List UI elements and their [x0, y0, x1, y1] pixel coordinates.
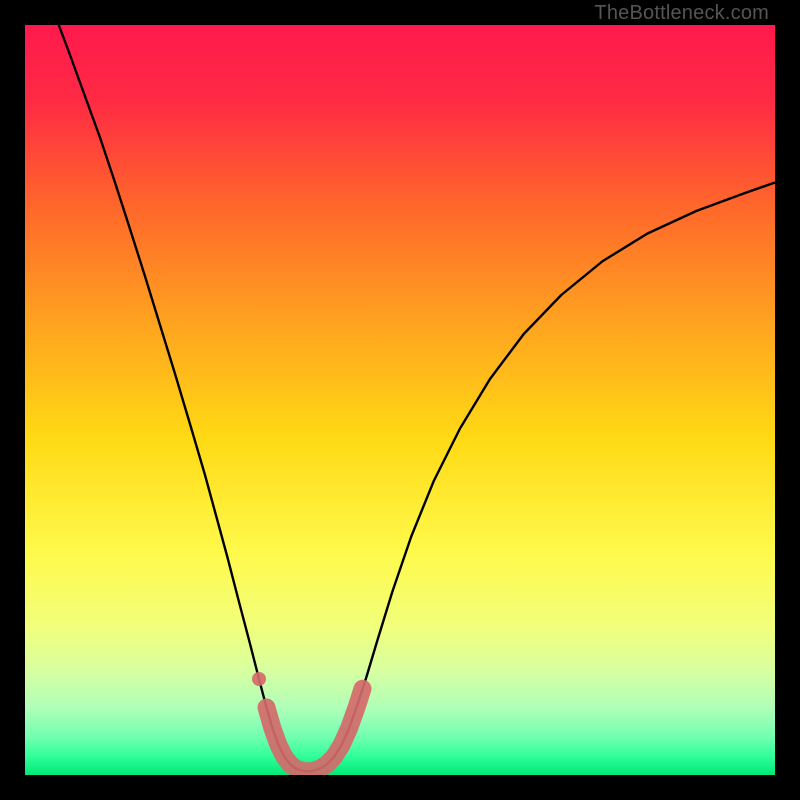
bottleneck-curve	[59, 25, 775, 771]
highlight-start-dot	[252, 672, 266, 686]
chart-frame: TheBottleneck.com	[0, 0, 800, 800]
curve-layer	[25, 25, 775, 775]
watermark-text: TheBottleneck.com	[594, 2, 769, 25]
highlight-band	[267, 689, 363, 772]
plot-area	[25, 25, 775, 775]
